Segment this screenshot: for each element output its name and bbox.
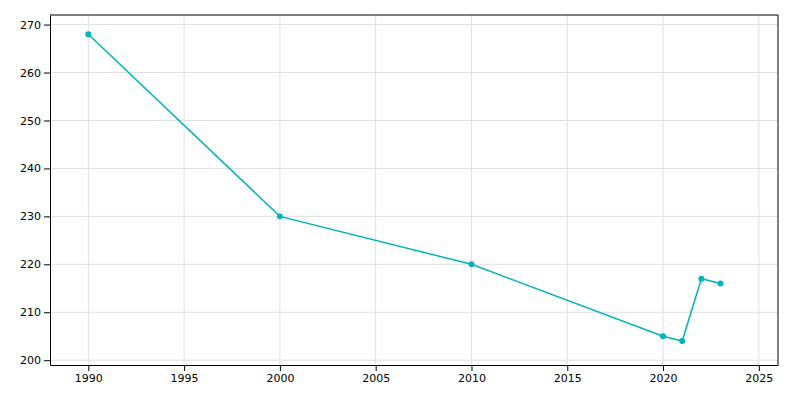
y-tick-label: 260 [20, 67, 41, 80]
data-point [660, 333, 666, 339]
grid-line-y [50, 24, 778, 25]
chart-container: 1990 1995 2000 2005 2010 2015 2020 2025 200 210 22… [0, 0, 800, 400]
x-tick-label: 1995 [171, 372, 199, 385]
x-tick-mark [376, 365, 377, 371]
chart-svg: 1990 1995 2000 2005 2010 2015 2020 2025 200 210 22… [0, 0, 800, 400]
grid-line-y [50, 72, 778, 73]
y-tick-mark [44, 216, 50, 217]
y-tick-label: 230 [20, 210, 41, 223]
x-tick-label: 2000 [266, 372, 294, 385]
y-tick-label: 210 [20, 306, 41, 319]
y-tick-mark [44, 360, 50, 361]
grid-line-y [50, 216, 778, 217]
x-tick: 1990 [75, 365, 103, 385]
data-point [679, 338, 685, 344]
grid-line-y [50, 264, 778, 265]
y-tick-label: 270 [20, 19, 41, 32]
y-tick: 260 [20, 67, 50, 80]
data-point [85, 31, 91, 37]
y-tick-label: 250 [20, 114, 41, 127]
frame-right [778, 15, 779, 365]
marks [85, 31, 723, 344]
y-tick: 240 [20, 162, 50, 175]
x-tick-mark [759, 365, 760, 371]
x-tick-mark [88, 365, 89, 371]
x-tick-label: 2015 [554, 372, 582, 385]
y-tick-mark [44, 73, 50, 74]
x-tick: 2025 [745, 365, 773, 385]
y-tick-mark [44, 25, 50, 26]
y-tick-label: 220 [20, 258, 41, 271]
x-tick-label: 2010 [458, 372, 486, 385]
y-tick: 250 [20, 114, 50, 127]
x-tick: 2015 [554, 365, 582, 385]
x-tick-label: 2025 [745, 372, 773, 385]
x-tick-mark [280, 365, 281, 371]
y-tick-mark [44, 120, 50, 121]
y-tick-mark [44, 312, 50, 313]
y-axis-line [50, 16, 51, 366]
y-tick-label: 240 [20, 162, 41, 175]
x-tick: 2000 [266, 365, 294, 385]
data-point [468, 261, 474, 267]
data-line [88, 34, 720, 341]
x-axis: 1990 1995 2000 2005 2010 2015 2020 2025 [51, 365, 779, 385]
data-point [718, 281, 724, 287]
data-point [698, 276, 704, 282]
y-tick: 220 [20, 258, 50, 271]
y-tick: 200 [20, 354, 50, 367]
grid [50, 15, 778, 365]
y-tick: 210 [20, 306, 50, 319]
data-point [277, 213, 283, 219]
x-tick-mark [471, 365, 472, 371]
x-tick-mark [663, 365, 664, 371]
y-tick-label: 200 [20, 354, 41, 367]
frame-top [50, 15, 778, 16]
x-tick: 1995 [171, 365, 199, 385]
x-tick-label: 1990 [75, 372, 103, 385]
grid-line-y [50, 360, 778, 361]
x-tick-label: 2020 [650, 372, 678, 385]
y-tick: 270 [20, 19, 50, 32]
grid-line-y [50, 312, 778, 313]
y-tick: 230 [20, 210, 50, 223]
x-tick: 2010 [458, 365, 486, 385]
x-tick-label: 2005 [362, 372, 390, 385]
y-axis: 200 210 220 230 240 250 260 270 [20, 16, 51, 368]
y-tick-mark [44, 168, 50, 169]
x-tick: 2005 [362, 365, 390, 385]
x-tick-mark [567, 365, 568, 371]
y-tick-mark [44, 264, 50, 265]
x-axis-line [51, 365, 779, 366]
grid-line-y [50, 120, 778, 121]
plot-area: 1990 1995 2000 2005 2010 2015 2020 2025 200 210 22… [20, 15, 779, 385]
grid-line-y [50, 168, 778, 169]
x-tick-mark [184, 365, 185, 371]
x-tick: 2020 [650, 365, 678, 385]
